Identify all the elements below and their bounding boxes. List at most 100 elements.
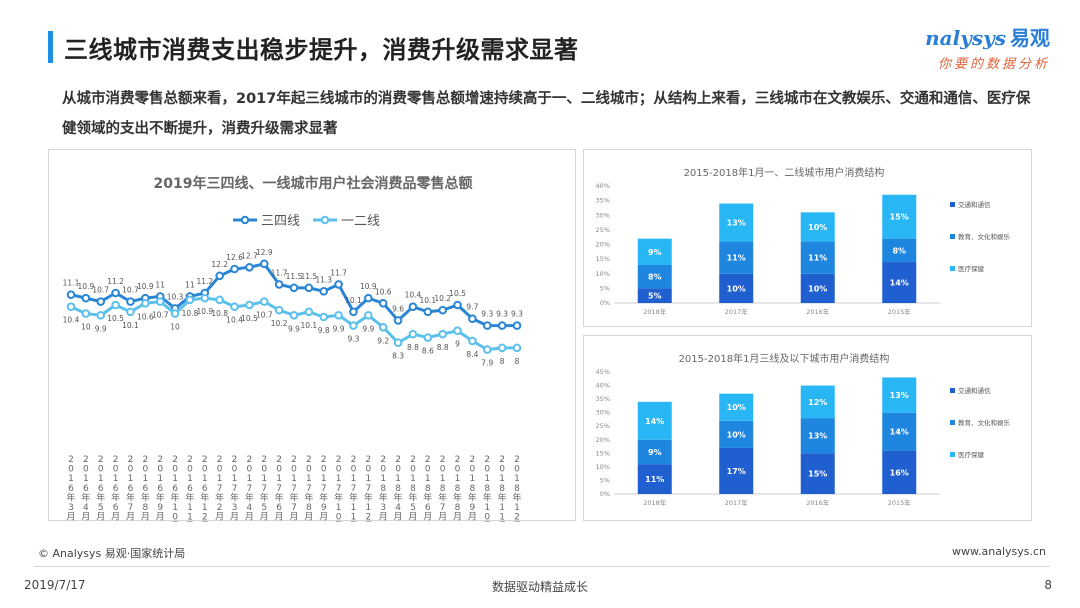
logo-slogan: 你要的数据分析 — [937, 57, 1050, 72]
bar-data-label: 13% — [890, 391, 909, 400]
bar-segment — [882, 194, 917, 239]
page-subtitle: 从城市消费零售总额来看，2017年起三线城市的消费零售总额增速持续高于一、二线城… — [62, 91, 1031, 137]
x-tick-label: 2018年 — [643, 498, 667, 507]
data-point — [408, 302, 418, 312]
bar-data-label: 8% — [892, 246, 906, 255]
data-label: 9.7 — [466, 303, 478, 312]
data-point — [438, 329, 447, 339]
data-label: 9.3 — [511, 310, 523, 319]
bar-data-label: 14% — [890, 428, 909, 437]
data-point — [185, 295, 195, 305]
legend-marker-1 — [320, 215, 330, 225]
legend-label-1: 教育、文化和娱乐 — [958, 232, 1011, 241]
y-tick-label: 5% — [600, 284, 610, 292]
data-label: 10.8 — [182, 309, 199, 318]
data-point — [319, 286, 329, 296]
x-tick-label: 2017年12月 — [364, 455, 373, 522]
data-label: 10.9 — [137, 282, 154, 291]
data-point — [512, 321, 522, 330]
data-label: 11.7 — [330, 268, 347, 277]
data-label: 9.3 — [347, 335, 359, 344]
data-label: 9.2 — [377, 336, 389, 345]
y-tick-label: 30% — [596, 409, 610, 417]
bar-data-label: 13% — [727, 219, 746, 228]
x-tick-label: 2016年12月 — [200, 455, 209, 522]
data-point — [230, 302, 239, 312]
data-point — [81, 293, 91, 303]
data-point — [393, 338, 403, 348]
bar-segment — [719, 393, 754, 421]
data-point — [334, 280, 343, 289]
data-point — [408, 329, 418, 339]
data-point — [319, 312, 329, 322]
data-label: 11.3 — [315, 275, 332, 284]
data-label: 10.1 — [122, 321, 139, 330]
data-label: 9.9 — [362, 324, 374, 333]
data-point — [126, 297, 135, 306]
footer-divider — [34, 566, 1050, 567]
data-label: 11 — [155, 280, 165, 289]
data-point — [364, 310, 373, 320]
data-point — [423, 307, 433, 317]
footer-date: 2019/7/17 — [24, 578, 86, 592]
website-url[interactable]: www.analysys.cn — [952, 545, 1046, 558]
data-point — [468, 336, 477, 346]
bar-chart-title: 2015-2018年1月三线及以下城市用户消费结构 — [679, 352, 890, 365]
bar-data-label: 11% — [808, 254, 827, 263]
data-point — [111, 288, 120, 298]
bar-segment — [719, 241, 754, 274]
data-point — [438, 305, 447, 315]
line-chart-panel: 2019年三四线、一线城市用户社会消费品零售总额 三四线 一二线 11.1 10.9 10… — [48, 149, 576, 522]
y-tick-label: 45% — [596, 368, 610, 376]
data-label: 10.4 — [226, 316, 243, 325]
legend-marker-0 — [240, 215, 250, 225]
data-label: 9.3 — [481, 310, 493, 319]
bar-data-label: 10% — [808, 284, 827, 293]
logo-chinese: 易观 — [1010, 26, 1050, 50]
y-tick-label: 40% — [596, 382, 610, 390]
legend-swatch-2 — [950, 266, 955, 271]
data-point — [349, 321, 358, 330]
bar-data-label: 10% — [808, 223, 827, 232]
legend-swatch-1 — [950, 234, 955, 239]
logo-wordmark: nalysys — [925, 26, 1006, 50]
bar-data-label: 10% — [727, 284, 746, 293]
data-label: 10.7 — [92, 286, 109, 295]
data-label: 9.3 — [496, 310, 508, 319]
data-label: 10.4 — [405, 291, 422, 300]
bar-segment — [800, 273, 835, 303]
x-tick-label: 2017年10月 — [334, 455, 343, 522]
data-point — [378, 298, 388, 308]
bar-segment — [882, 238, 917, 263]
data-point — [482, 321, 492, 330]
bar-data-label: 10% — [727, 403, 746, 412]
x-tick-label: 2016年10月 — [171, 455, 180, 522]
data-point — [497, 321, 507, 330]
data-label: 9.9 — [333, 324, 345, 333]
brand-logo: nalysys 易观 你要的数据分析 — [925, 22, 1050, 72]
bar-data-label: 8% — [648, 273, 662, 282]
y-tick-label: 15% — [596, 449, 610, 457]
data-point — [289, 283, 299, 293]
bar-segment — [882, 377, 917, 413]
data-point — [349, 307, 358, 317]
data-label: 10.6 — [137, 312, 154, 321]
data-point — [170, 309, 180, 318]
data-point — [66, 290, 76, 300]
x-tick-label: 2018年12月 — [512, 455, 521, 522]
data-label: 11.2 — [107, 277, 124, 286]
data-point — [497, 343, 507, 353]
data-label: 10.5 — [449, 289, 466, 298]
data-point — [111, 300, 120, 310]
legend-swatch-0 — [950, 388, 955, 393]
bar-segment — [882, 262, 917, 303]
data-label: 10.7 — [256, 311, 273, 320]
bar-segment — [719, 420, 754, 448]
